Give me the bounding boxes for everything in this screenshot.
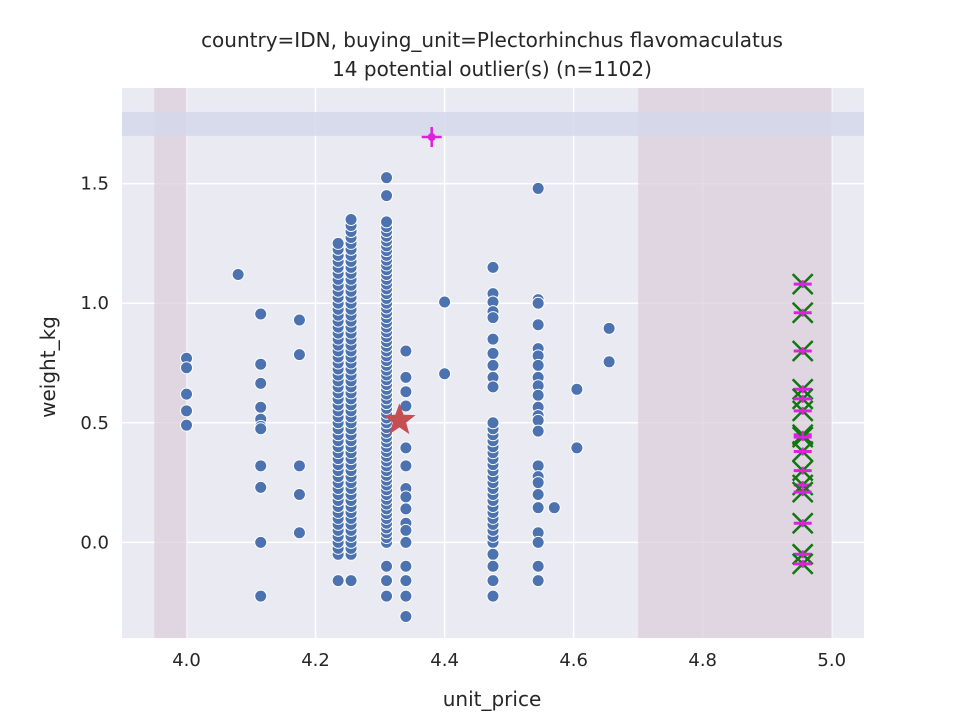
data-point	[531, 559, 545, 573]
data-point	[531, 476, 545, 490]
data-point	[399, 502, 413, 516]
data-point	[438, 367, 452, 381]
x-range-band	[154, 88, 187, 638]
data-point	[231, 268, 245, 282]
data-point	[331, 236, 345, 250]
data-point	[180, 418, 194, 432]
star-marker	[383, 403, 416, 435]
data-point	[254, 589, 268, 603]
x-tick-label: 4.4	[430, 650, 459, 671]
data-point	[380, 574, 394, 588]
data-point	[380, 589, 394, 603]
data-point	[399, 370, 413, 384]
data-point	[380, 215, 394, 229]
data-point	[399, 523, 413, 537]
data-point	[254, 459, 268, 473]
data-point	[531, 574, 545, 588]
data-point	[180, 387, 194, 401]
data-point	[486, 311, 500, 325]
data-point	[486, 332, 500, 346]
x-tick-label: 4.6	[559, 650, 588, 671]
data-point	[254, 535, 268, 549]
data-point	[344, 574, 358, 588]
data-point	[292, 459, 306, 473]
data-point	[292, 488, 306, 502]
data-point	[531, 181, 545, 195]
data-point	[399, 441, 413, 455]
data-point	[180, 361, 194, 375]
data-point	[531, 358, 545, 372]
data-point	[531, 388, 545, 402]
highlight-point	[427, 133, 436, 142]
data-point	[486, 547, 500, 561]
data-point	[399, 589, 413, 603]
y-tick-label: 0.0	[80, 532, 109, 553]
data-point	[486, 346, 500, 360]
y-range-band	[122, 111, 864, 136]
data-points	[180, 171, 616, 623]
data-point	[531, 413, 545, 427]
data-point	[254, 480, 268, 494]
data-point	[531, 424, 545, 438]
data-point	[399, 535, 413, 549]
data-point	[399, 609, 413, 623]
x-tick-label: 5.0	[817, 650, 846, 671]
data-point	[254, 422, 268, 436]
data-point	[486, 380, 500, 394]
data-point	[292, 526, 306, 540]
data-point	[570, 441, 584, 455]
plot-area: 4.0 4.2 4.4 4.6 4.8 5.0 0.0 0.5 1.0 1.5	[80, 88, 864, 671]
data-point	[399, 459, 413, 473]
x-axis-label: unit_price	[443, 687, 542, 711]
y-tick-label: 1.0	[80, 293, 109, 314]
data-point	[399, 490, 413, 504]
data-point	[531, 296, 545, 310]
y-tick-label: 0.5	[80, 413, 109, 434]
data-point	[602, 355, 616, 369]
data-point	[344, 213, 358, 227]
chart-title-line-2: 14 potential outlier(s) (n=1102)	[332, 57, 652, 81]
data-point	[602, 321, 616, 335]
y-tick-label: 1.5	[80, 174, 109, 195]
data-point	[486, 559, 500, 573]
x-tick-label: 4.2	[301, 650, 330, 671]
data-point	[486, 260, 500, 274]
data-point	[254, 400, 268, 414]
x-tick-label: 4.8	[688, 650, 717, 671]
data-point	[331, 574, 345, 588]
data-point	[399, 559, 413, 573]
data-point	[570, 382, 584, 396]
data-point	[292, 348, 306, 362]
x-tick-labels: 4.0 4.2 4.4 4.6 4.8 5.0	[172, 650, 846, 671]
data-point	[254, 376, 268, 390]
data-point	[380, 171, 394, 185]
data-point	[380, 189, 394, 203]
x-range-band	[638, 88, 832, 638]
y-tick-labels: 0.0 0.5 1.0 1.5	[80, 174, 109, 554]
data-point	[486, 574, 500, 588]
x-tick-label: 4.0	[172, 650, 201, 671]
outlier-markers	[791, 273, 814, 575]
data-point	[292, 313, 306, 327]
data-point	[531, 318, 545, 332]
data-point	[399, 344, 413, 358]
chart-title-line-1: country=IDN, buying_unit=Plectorhinchus …	[201, 28, 783, 52]
data-point	[531, 488, 545, 502]
data-point	[531, 535, 545, 549]
data-point	[180, 404, 194, 418]
y-axis-label: weight_kg	[36, 316, 60, 418]
data-point	[254, 357, 268, 371]
data-point	[380, 559, 394, 573]
data-point	[486, 416, 500, 430]
data-point	[486, 358, 500, 372]
data-point	[399, 385, 413, 399]
data-point	[254, 307, 268, 321]
data-point	[486, 589, 500, 603]
data-point	[438, 295, 452, 309]
data-point	[547, 501, 561, 515]
data-point	[399, 574, 413, 588]
data-point	[531, 459, 545, 473]
data-point	[531, 501, 545, 515]
